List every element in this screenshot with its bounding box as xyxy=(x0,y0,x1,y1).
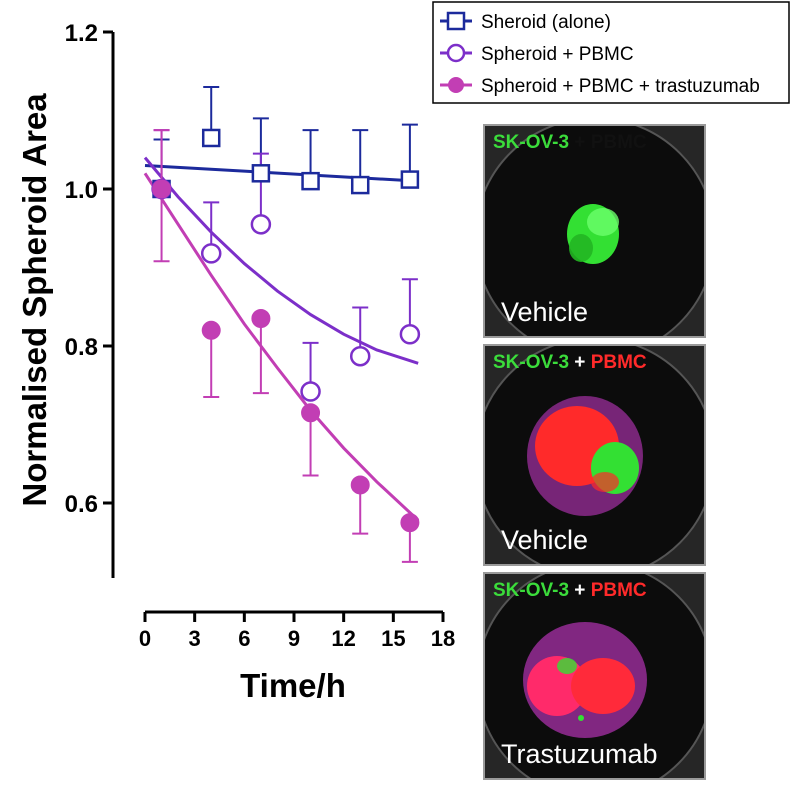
x-tick-label: 18 xyxy=(431,626,455,651)
data-point xyxy=(251,309,271,329)
y-tick-label: 0.6 xyxy=(65,491,98,518)
data-point xyxy=(399,323,421,345)
panel-label-cells: SK-OV-3 xyxy=(493,580,570,601)
panel-label-sep: + xyxy=(569,580,591,601)
panel-label-cells: SK-OV-3 xyxy=(493,352,570,373)
legend-marker xyxy=(446,11,466,31)
data-point xyxy=(250,214,272,235)
data-point xyxy=(400,170,420,189)
fit-curve-1 xyxy=(143,156,419,365)
panel-title-2: SK-OV-3 + PBMC xyxy=(493,352,647,374)
data-point xyxy=(400,513,420,533)
data-point xyxy=(152,179,172,199)
y-tick-label: 1.2 xyxy=(65,20,98,47)
panel-title-3: SK-OV-3 + PBMC xyxy=(493,580,647,602)
y-axis-label: Normalised Spheroid Area xyxy=(16,93,53,507)
x-tick-label: 15 xyxy=(381,626,405,651)
panel-caption-3: Trastuzumab xyxy=(501,739,658,769)
fit-curve-2 xyxy=(143,172,420,522)
micrograph-image-2 xyxy=(485,346,704,564)
data-markers xyxy=(151,128,421,533)
micrograph-panel-1: SK-OV-3 + PBMC Vehicle xyxy=(483,124,706,338)
micrograph-panel-3: SK-OV-3 + PBMC Trastuzumab xyxy=(483,572,706,780)
x-axis-label: Time/h xyxy=(240,667,346,704)
data-point xyxy=(350,475,370,495)
data-point xyxy=(349,345,371,367)
panel-label-sep: + xyxy=(569,132,591,153)
x-tick-label: 6 xyxy=(238,626,250,651)
y-tick-label: 0.8 xyxy=(65,334,98,361)
error-bars xyxy=(153,85,418,563)
panel-label-pbmc: PBMC xyxy=(590,132,647,153)
data-point xyxy=(201,320,221,340)
x-tick-label: 0 xyxy=(139,626,151,651)
legend-marker xyxy=(446,43,466,63)
legend-label: Spheroid + PBMC xyxy=(481,44,634,65)
panel-caption-1: Vehicle xyxy=(501,297,589,327)
panel-label-pbmc: PBMC xyxy=(590,580,647,601)
y-tick-label: 1.0 xyxy=(65,177,98,204)
x-tick-label: 12 xyxy=(331,626,355,651)
data-point xyxy=(200,243,222,264)
panel-label-cells: SK-OV-3 xyxy=(493,132,570,153)
data-point xyxy=(251,164,271,183)
fit-curve-0 xyxy=(144,163,419,183)
data-point xyxy=(201,128,221,148)
fit-curves xyxy=(143,156,420,522)
micrograph-image-3 xyxy=(485,574,704,778)
micrograph-image-1 xyxy=(485,126,704,336)
legend: Sheroid (alone) Spheroid + PBMC Spheroid +… xyxy=(432,1,790,104)
micrograph-panel-2: SK-OV-3 + PBMC Vehicle xyxy=(483,344,706,566)
legend-label: Sheroid (alone) xyxy=(481,12,611,33)
data-point xyxy=(301,403,321,423)
data-point xyxy=(301,171,320,191)
panel-label-pbmc: PBMC xyxy=(590,352,647,373)
data-point xyxy=(300,381,321,402)
legend-marker xyxy=(448,77,464,93)
axes: 0.6 0.8 1.0 1.2 0 3 6 9 12 15 18 xyxy=(65,20,456,651)
legend-label: Spheroid + PBMC + trastuzumab xyxy=(481,76,760,97)
x-tick-label: 9 xyxy=(288,626,300,651)
panel-caption-2: Vehicle xyxy=(501,525,589,555)
panel-label-sep: + xyxy=(569,352,591,373)
x-tick-label: 3 xyxy=(189,626,201,651)
panel-title-1: SK-OV-3 + PBMC xyxy=(493,132,647,154)
legend-box xyxy=(432,1,790,104)
data-point xyxy=(350,175,370,195)
